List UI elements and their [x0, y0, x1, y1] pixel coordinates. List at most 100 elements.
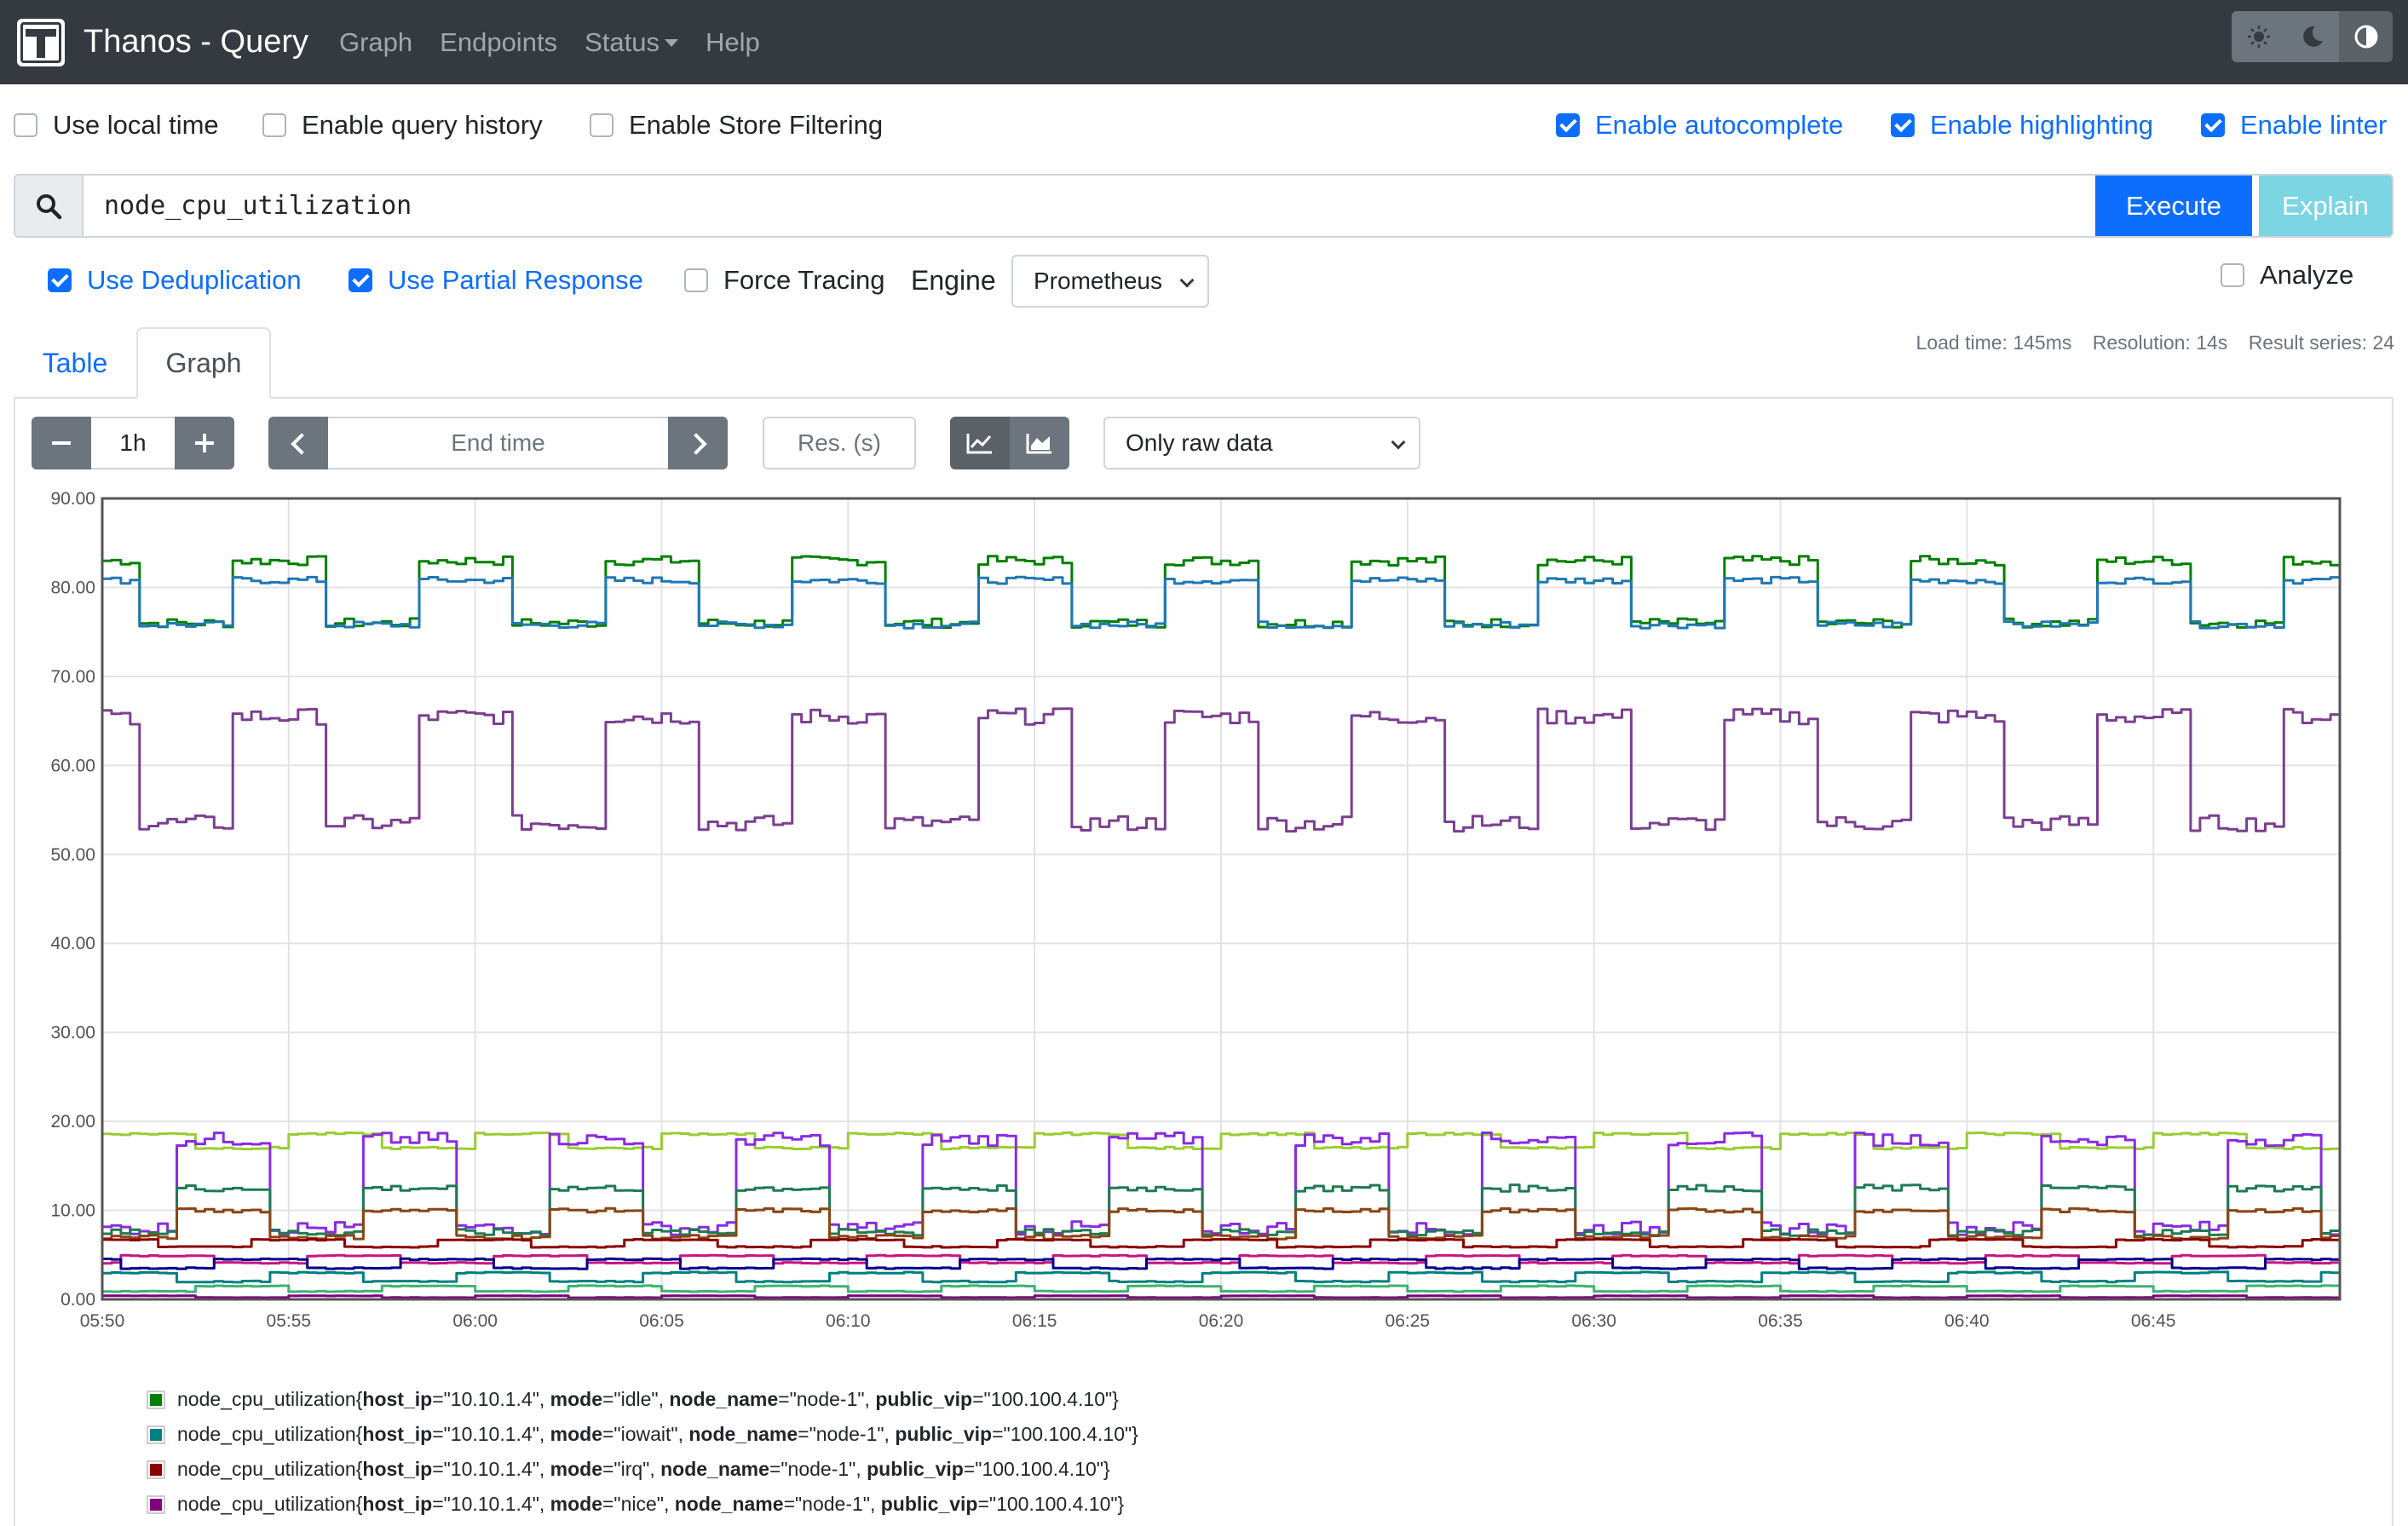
query-bar: node_cpu_utilization Execute Explain — [14, 174, 2394, 238]
decrease-range-button[interactable] — [32, 417, 91, 469]
resolution-input[interactable]: Res. (s) — [763, 417, 916, 469]
legend-label: node_cpu_utilization{host_ip="10.10.1.4"… — [177, 1458, 1110, 1480]
checkbox-box[interactable] — [48, 268, 72, 292]
downsampling-select[interactable]: Only raw data — [1103, 417, 1420, 469]
enable-linter-checkbox[interactable]: Enable linter — [2201, 110, 2387, 141]
line-chart-icon[interactable] — [950, 417, 1010, 469]
load-time: Load time: 145ms — [1915, 331, 2072, 354]
stacking-toggle — [950, 417, 1069, 469]
series-line — [102, 1257, 2342, 1270]
graph-panel — [14, 397, 2394, 1526]
execute-button[interactable]: Execute — [2095, 176, 2252, 236]
enable-store-filtering-checkbox[interactable]: Enable Store Filtering — [590, 110, 883, 141]
analyze-checkbox[interactable]: Analyze — [2221, 260, 2353, 291]
downsampling-value: Only raw data — [1126, 429, 1273, 456]
legend-item[interactable]: node_cpu_utilization{host_ip="10.10.1.4"… — [147, 1487, 1138, 1522]
series-line — [102, 707, 2342, 833]
series-line — [102, 1253, 2342, 1265]
x-tick-label: 06:00 — [452, 1311, 498, 1331]
use-local-time-label: Use local time — [53, 110, 219, 140]
query-stats: Load time: 145ms Resolution: 14s Result … — [1901, 331, 2394, 354]
chevron-right-icon[interactable] — [668, 417, 728, 469]
tab-graph[interactable]: Graph — [136, 327, 271, 399]
theme-toggle-group — [2232, 11, 2393, 62]
legend-label: node_cpu_utilization{host_ip="10.10.1.4"… — [177, 1423, 1138, 1445]
x-tick-label: 06:10 — [826, 1311, 871, 1331]
nav-help[interactable]: Help — [705, 26, 760, 57]
legend-swatch — [147, 1425, 165, 1444]
app-title: Thanos - Query — [84, 24, 308, 60]
contrast-icon[interactable] — [2339, 11, 2393, 62]
legend-item[interactable]: node_cpu_utilization{host_ip="10.10.1.4"… — [147, 1417, 1138, 1452]
nav-status-dropdown[interactable]: Status — [585, 27, 678, 58]
legend-item[interactable]: node_cpu_utilization{host_ip="10.10.1.4"… — [147, 1452, 1138, 1487]
checkbox-box[interactable] — [349, 268, 372, 292]
legend-swatch — [147, 1460, 165, 1479]
area-chart-icon[interactable] — [1010, 417, 1069, 469]
y-tick-label: 60.00 — [50, 756, 95, 775]
checkbox-box[interactable] — [14, 113, 37, 137]
force-tracing-label: Force Tracing — [723, 265, 885, 295]
checkbox-box[interactable] — [590, 113, 614, 137]
nav-endpoints[interactable]: Endpoints — [440, 26, 558, 57]
y-tick-label: 0.00 — [60, 1290, 95, 1310]
search-icon — [15, 176, 84, 236]
checkbox-box[interactable] — [1891, 113, 1915, 137]
enable-highlighting-label: Enable highlighting — [1930, 110, 2153, 140]
series-line — [102, 1284, 2342, 1293]
explain-button[interactable]: Explain — [2259, 176, 2392, 236]
y-tick-label: 20.00 — [50, 1112, 95, 1132]
x-tick-label: 06:30 — [1571, 1311, 1616, 1331]
y-tick-label: 40.00 — [50, 934, 95, 953]
enable-highlighting-checkbox[interactable]: Enable highlighting — [1891, 110, 2153, 141]
legend-swatch — [147, 1390, 165, 1409]
series-line — [102, 575, 2342, 630]
enable-query-history-label: Enable query history — [302, 110, 543, 140]
x-tick-label: 06:20 — [1199, 1311, 1244, 1331]
series-line — [102, 1270, 2342, 1284]
series-line — [102, 1132, 2342, 1151]
graph-legend: node_cpu_utilization{host_ip="10.10.1.4"… — [147, 1382, 1138, 1522]
series-line — [102, 1206, 2342, 1241]
use-partial-response-label: Use Partial Response — [388, 265, 643, 295]
enable-store-filtering-label: Enable Store Filtering — [629, 110, 884, 140]
checkbox-box[interactable] — [2221, 263, 2244, 287]
x-tick-label: 06:15 — [1012, 1311, 1057, 1331]
range-input[interactable]: 1h — [91, 417, 175, 469]
result-series: Result series: 24 — [2248, 331, 2394, 354]
x-tick-label: 06:05 — [639, 1311, 684, 1331]
brand[interactable]: Thanos - Query — [17, 18, 308, 66]
caret-down-icon — [664, 39, 678, 47]
checkbox-box[interactable] — [1556, 113, 1580, 137]
legend-swatch — [147, 1494, 165, 1514]
end-time-input[interactable]: End time — [328, 417, 668, 469]
range-control: 1h — [32, 417, 234, 469]
sun-icon[interactable] — [2232, 11, 2285, 62]
engine-select-value: Prometheus — [1034, 268, 1162, 294]
engine-select[interactable]: Prometheus — [1011, 255, 1209, 308]
thanos-logo-icon — [17, 18, 65, 66]
increase-range-button[interactable] — [175, 417, 234, 469]
resolution: Resolution: 14s — [2092, 331, 2228, 354]
use-deduplication-checkbox[interactable]: Use Deduplication — [48, 265, 302, 296]
checkbox-box[interactable] — [262, 113, 286, 137]
nav-graph[interactable]: Graph — [339, 26, 413, 57]
enable-autocomplete-checkbox[interactable]: Enable autocomplete — [1556, 110, 1843, 141]
end-time-control: End time — [268, 417, 728, 469]
time-series-graph[interactable]: 0.00 10.00 20.00 30.00 40.00 50.00 60.00 70.00 8… — [0, 0, 2408, 1363]
y-tick-label: 30.00 — [50, 1023, 95, 1043]
x-tick-label: 06:35 — [1758, 1311, 1803, 1331]
x-tick-label: 06:40 — [1944, 1311, 1990, 1331]
force-tracing-checkbox[interactable]: Force Tracing — [684, 265, 885, 296]
series-line — [102, 555, 2342, 630]
tab-table[interactable]: Table — [42, 347, 108, 378]
checkbox-box[interactable] — [684, 268, 708, 292]
enable-query-history-checkbox[interactable]: Enable query history — [262, 110, 543, 141]
use-partial-response-checkbox[interactable]: Use Partial Response — [349, 265, 643, 296]
use-local-time-checkbox[interactable]: Use local time — [14, 110, 219, 141]
moon-icon[interactable] — [2285, 11, 2339, 62]
legend-item[interactable]: node_cpu_utilization{host_ip="10.10.1.4"… — [147, 1382, 1138, 1417]
checkbox-box[interactable] — [2201, 113, 2225, 137]
query-expression-input[interactable]: node_cpu_utilization — [104, 191, 412, 221]
chevron-left-icon[interactable] — [268, 417, 328, 469]
